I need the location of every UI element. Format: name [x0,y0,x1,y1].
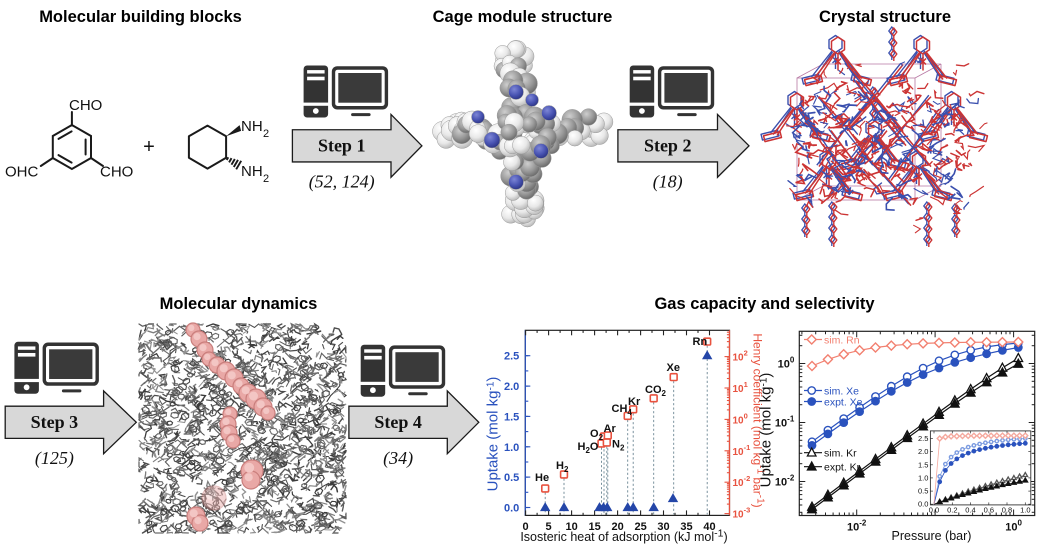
svg-text:Uptake (mol kg-1): Uptake (mol kg-1) [485,377,502,492]
svg-text:H2O: H2O [578,441,599,455]
svg-text:40: 40 [703,521,715,533]
svg-text:2.0: 2.0 [504,381,519,393]
svg-text:(34): (34) [383,448,413,469]
svg-text:Uptake (mol kg-1): Uptake (mol kg-1) [758,373,775,488]
svg-text:Gas capacity and selectivity: Gas capacity and selectivity [654,295,875,313]
svg-text:sim. Rn: sim. Rn [824,335,860,347]
svg-text:1.5: 1.5 [504,411,519,423]
svg-text:0.0: 0.0 [918,500,928,509]
svg-text:Pressure (bar): Pressure (bar) [892,529,972,543]
svg-text:Kr: Kr [628,396,641,408]
svg-text:20: 20 [611,521,623,533]
svg-text:0.4: 0.4 [965,505,975,514]
svg-text:2: 2 [263,173,269,185]
svg-text:0.6: 0.6 [984,505,994,514]
svg-text:5: 5 [546,521,552,533]
svg-text:30: 30 [657,521,669,533]
svg-text:0.0: 0.0 [929,505,939,514]
svg-text:Crystal structure: Crystal structure [819,8,951,26]
svg-text:Step 1: Step 1 [318,135,366,155]
svg-text:10: 10 [565,521,577,533]
svg-text:2.5: 2.5 [918,434,928,443]
svg-text:NH: NH [241,163,263,180]
svg-text:1.0: 1.0 [918,473,928,482]
svg-text:2.0: 2.0 [918,447,928,456]
svg-text:sim. Kr: sim. Kr [824,448,857,460]
svg-text:CHO: CHO [100,164,133,181]
svg-text:2.5: 2.5 [504,351,519,363]
svg-text:Molecular dynamics: Molecular dynamics [160,295,318,313]
svg-text:0.5: 0.5 [918,487,928,496]
svg-text:expt. Kr: expt. Kr [824,462,861,474]
svg-text:Henry coefficient (mol kg-1 ba: Henry coefficient (mol kg-1 bar-1) [751,333,766,507]
svg-text:Isosteric heat of adsorption (: Isosteric heat of adsorption (kJ mol-1) [520,528,727,545]
svg-text:OHC: OHC [5,164,39,181]
svg-text:1.0: 1.0 [1020,505,1030,514]
svg-text:sim. Xe: sim. Xe [824,386,859,398]
svg-text:0.5: 0.5 [504,472,519,484]
svg-text:0.0: 0.0 [504,503,519,515]
svg-text:Molecular building blocks: Molecular building blocks [39,8,242,26]
svg-text:+: + [143,136,155,158]
svg-text:He: He [535,472,549,484]
svg-text:Ar: Ar [604,423,617,435]
svg-text:1.0: 1.0 [504,442,519,454]
svg-text:Step 4: Step 4 [374,412,422,432]
svg-text:35: 35 [680,521,692,533]
svg-text:(125): (125) [35,448,74,469]
svg-text:Xe: Xe [667,362,680,374]
svg-text:2: 2 [263,128,269,140]
svg-text:CHO: CHO [69,97,102,114]
svg-text:Step 3: Step 3 [31,412,79,432]
svg-text:25: 25 [634,521,646,533]
svg-text:0.2: 0.2 [947,505,957,514]
svg-text:(18): (18) [653,171,683,192]
svg-text:Cage module structure: Cage module structure [433,8,613,26]
svg-text:1.5: 1.5 [918,460,928,469]
svg-text:expt. Xe: expt. Xe [824,397,863,409]
svg-text:CO2: CO2 [645,384,667,398]
svg-text:CH4: CH4 [612,403,633,417]
svg-text:0: 0 [523,521,529,533]
svg-text:0.8: 0.8 [1002,505,1012,514]
svg-text:(52, 124): (52, 124) [309,171,375,192]
svg-text:Rn: Rn [693,336,708,348]
svg-text:NH: NH [241,118,263,135]
svg-text:Step 2: Step 2 [644,135,692,155]
svg-text:15: 15 [588,521,600,533]
